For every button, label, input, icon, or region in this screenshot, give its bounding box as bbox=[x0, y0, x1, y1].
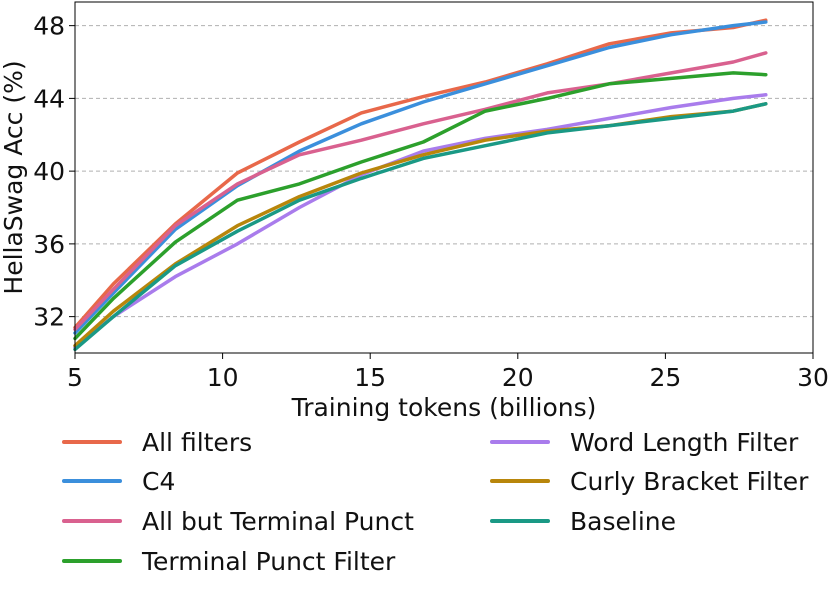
x-tick-label: 5 bbox=[67, 363, 83, 392]
y-tick-label: 36 bbox=[33, 230, 65, 259]
x-tick-label: 15 bbox=[354, 363, 386, 392]
x-tick-label: 20 bbox=[502, 363, 534, 392]
axis-ticks: 32 36 40 44 48 5 10 15 20 25 30 bbox=[33, 12, 829, 392]
series-line-c4 bbox=[73, 20, 768, 335]
y-tick-label: 40 bbox=[33, 157, 65, 186]
x-tick-label: 30 bbox=[797, 363, 829, 392]
series-line-all-but-terminal-punct bbox=[73, 51, 768, 332]
series-lines bbox=[73, 18, 768, 352]
series-line-terminal-punct-filter bbox=[73, 71, 768, 341]
x-axis-label: Training tokens (billions) bbox=[291, 393, 597, 422]
y-tick-label: 44 bbox=[33, 84, 65, 113]
series-line-baseline bbox=[73, 102, 768, 352]
gridlines bbox=[75, 25, 813, 318]
series-line-all-filters bbox=[73, 18, 768, 330]
plot-frame bbox=[74, 1, 814, 354]
y-tick-label: 48 bbox=[33, 12, 65, 41]
x-tick-label: 10 bbox=[207, 363, 239, 392]
y-tick-label: 32 bbox=[33, 303, 65, 332]
y-axis-label: HellaSwag Acc (%) bbox=[0, 60, 28, 294]
x-tick-label: 25 bbox=[649, 363, 681, 392]
series-line-word-length-filter bbox=[73, 93, 768, 350]
